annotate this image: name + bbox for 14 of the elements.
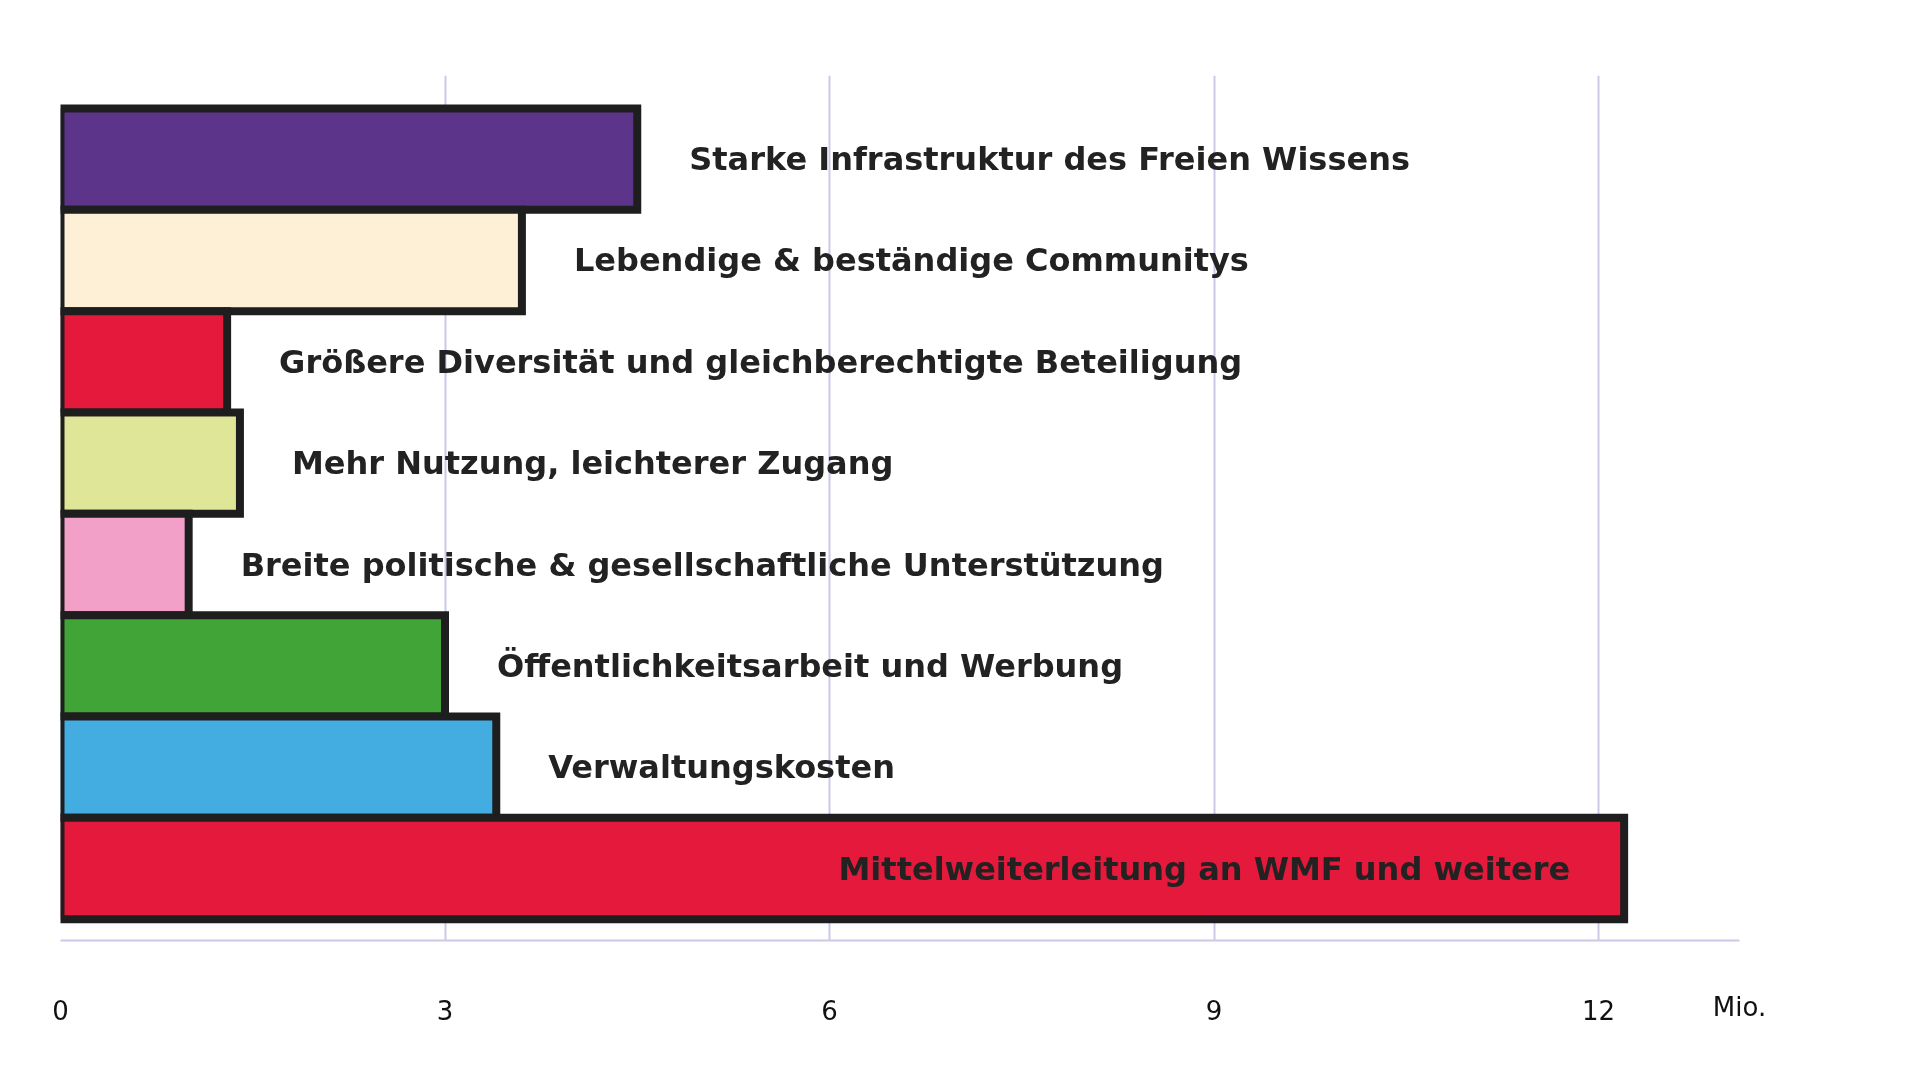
x-tick-label: 3 bbox=[436, 995, 454, 1026]
y-tick-label: Breite politische & gesellschaftliche Unterstützung bbox=[240, 545, 1164, 584]
x-tick-label: 6 bbox=[821, 995, 838, 1026]
y-tick-label: Starke Infrastruktur des Freien Wissens bbox=[689, 140, 1410, 179]
x-axis-title: Mio. bbox=[1712, 991, 1767, 1022]
y-tick-label: Mehr Nutzung, leichterer Zugang bbox=[291, 444, 894, 483]
x-tick-label: 12 bbox=[1581, 995, 1616, 1026]
y-tick-label: Größere Diversität und gleichberechtigte Beteiligung bbox=[279, 342, 1243, 381]
y-tick-label: Öffentlichkeitsarbeit und Werbung bbox=[497, 646, 1124, 685]
y-tick-label: Verwaltungskosten bbox=[548, 748, 895, 787]
y-tick-label: Lebendige & beständige Communitys bbox=[573, 241, 1249, 280]
x-tick-label: 9 bbox=[1205, 995, 1223, 1026]
y-tick-label: Mittelweiterleitung an WMF und weitere bbox=[838, 849, 1571, 888]
x-tick-label: 0 bbox=[52, 995, 69, 1026]
